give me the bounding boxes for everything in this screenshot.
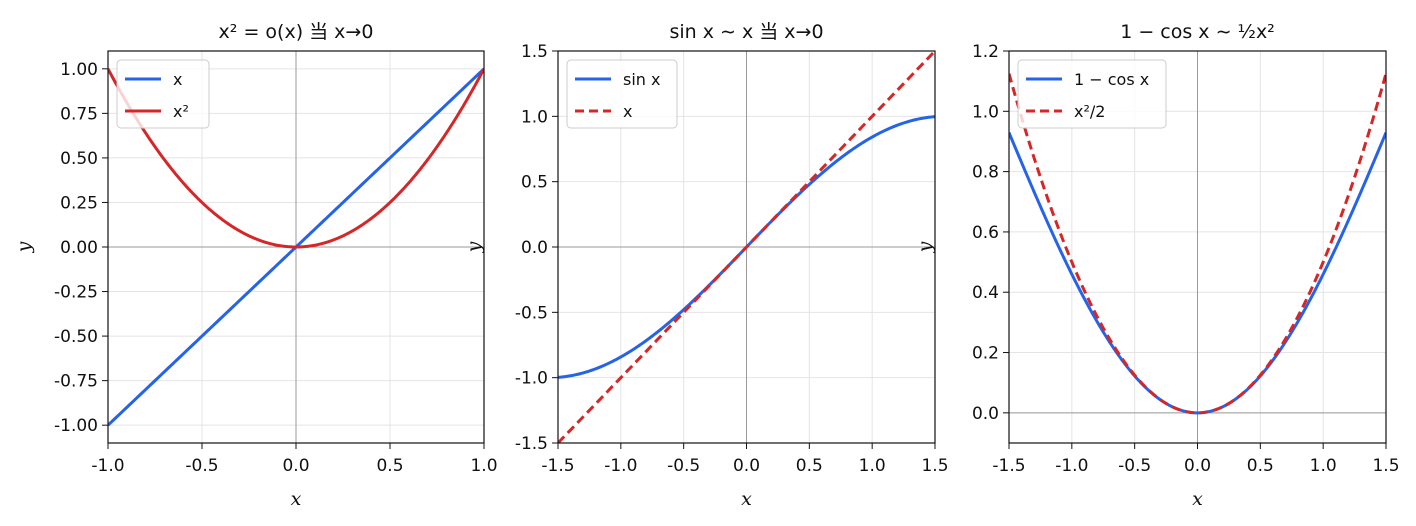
legend-label: x [623,102,632,121]
y-tick-label: 1.00 [60,60,98,80]
legend-label: x [173,70,182,89]
y-tick-label: 0.6 [972,223,999,243]
chart-title: x² = o(x) 当 x→0 [219,21,374,43]
x-tick-label: -1.5 [541,456,574,476]
y-tick-label: -1.00 [54,416,98,436]
x-tick-label: 1.0 [859,456,886,476]
y-tick-label: 0.0 [521,238,548,258]
chart-panel-3: -1.5 -1.0 -0.5 0.0 0.5 1.0 1.5 0.0 0.2 0.4 0.6 0.8 1… [914,21,1400,510]
y-tick-label: -0.25 [54,283,98,303]
x-tick-label: -1.0 [1055,456,1088,476]
x-tick-label: 0.0 [733,456,760,476]
x-axis-label: x [291,488,302,510]
series-line-2 [1009,73,1386,415]
x-tick-label: 0.5 [1247,456,1274,476]
legend: sin x x [566,59,678,129]
x-tick-label: -0.5 [1118,456,1151,476]
chart-title: sin x ∼ x 当 x→0 [669,21,823,43]
x-tick-label: -0.5 [667,456,700,476]
x-tick-label: 0.5 [796,456,823,476]
legend-label: x²/2 [1074,102,1105,121]
x-tick-label: -1.5 [992,456,1025,476]
x-tick-label: 0.0 [1184,456,1211,476]
x-axis-label: x [1192,488,1203,510]
y-tick-label: 1.0 [521,107,548,127]
legend-box [566,59,678,129]
y-tick-label: 1.5 [521,42,548,62]
legend-label: 1 − cos x [1074,70,1149,89]
chart-panel-2: -1.5 -1.0 -0.5 0.0 0.5 1.0 1.5 -1.5 -1.0 -0.5 0.0 0… [463,21,949,510]
series-line-2 [108,68,484,249]
series-line-1 [1009,132,1386,415]
y-tick-label: 0.00 [60,238,98,258]
x-tick-label: 0.5 [376,456,403,476]
y-tick-label: 0.2 [972,344,999,364]
y-tick-label: 0.75 [60,104,98,124]
y-tick-label: 0.4 [972,283,999,303]
x-tick-label: 1.5 [1372,456,1399,476]
chart-title: 1 − cos x ∼ ½x² [1120,21,1275,43]
y-tick-label: -0.50 [54,327,98,347]
y-tick-label: 0.25 [60,193,98,213]
y-tick-label: 0.0 [972,404,999,424]
x-tick-label: 1.5 [921,456,948,476]
legend: x x² [116,59,210,129]
legend: 1 − cos x x²/2 [1017,59,1167,129]
y-axis-label: y [914,241,936,253]
y-tick-label: 1.2 [972,42,999,62]
legend-label: sin x [623,70,660,89]
y-tick-label: -1.5 [515,434,548,454]
y-tick-label: 0.50 [60,149,98,169]
y-axis-label: y [13,241,35,253]
y-tick-label: 0.8 [972,163,999,183]
y-tick-label: 1.0 [972,102,999,122]
y-axis-label: y [463,241,485,253]
x-tick-label: -1.0 [604,456,637,476]
x-tick-label: 0.0 [282,456,309,476]
x-tick-label: 1.0 [470,456,497,476]
chart-panel-1: -1.0 -0.5 0.0 0.5 1.0 -1.00 -0.75 -0.50 -0.25 0.0… [13,21,498,510]
y-tick-label: -0.5 [515,303,548,323]
y-tick-label: -1.0 [515,369,548,389]
y-tick-label: 0.5 [521,173,548,193]
x-tick-label: -1.0 [91,456,124,476]
series-line-2 [558,51,935,443]
x-axis-label: x [741,488,752,510]
x-tick-label: 1.0 [1310,456,1337,476]
legend-box [116,59,210,129]
legend-label: x² [173,102,189,121]
y-tick-label: -0.75 [54,372,98,392]
x-tick-label: -0.5 [185,456,218,476]
